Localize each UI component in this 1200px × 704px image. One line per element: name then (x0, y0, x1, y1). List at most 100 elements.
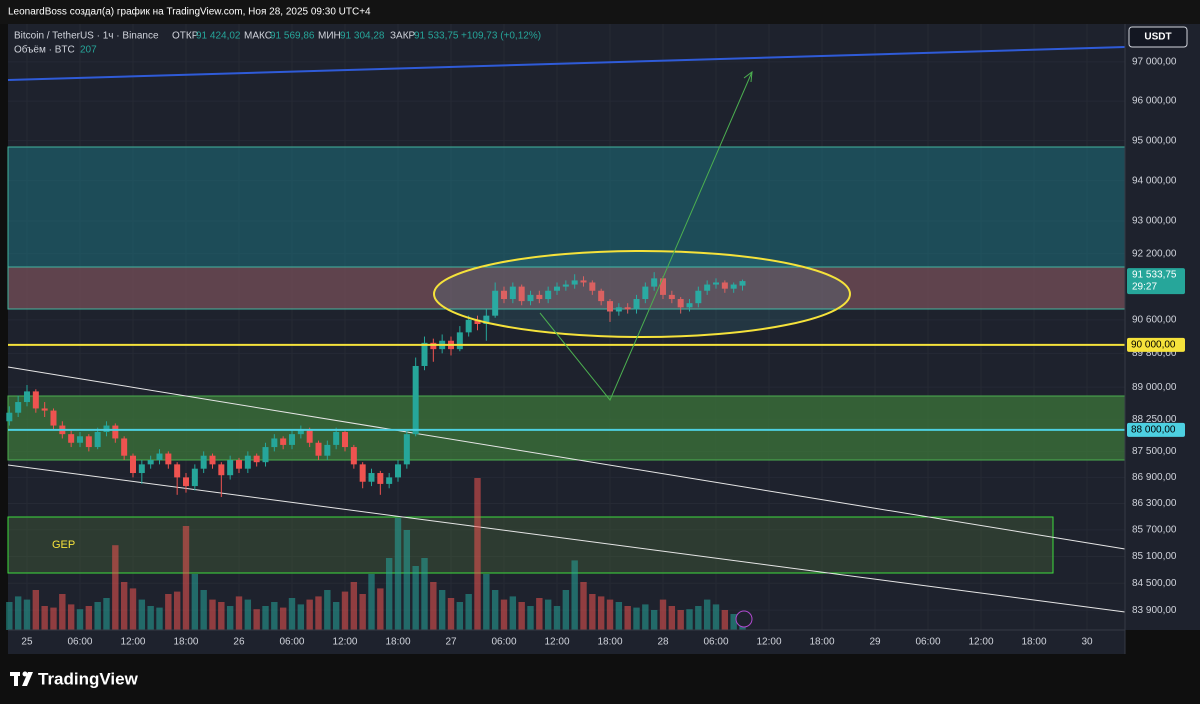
gap-label: GEP (52, 539, 75, 551)
channel-lower (7, 464, 1126, 613)
candle-body (598, 290, 605, 302)
change: +109,73 (+0,12%) (461, 31, 541, 42)
candle-body (288, 434, 295, 445)
candle-body (704, 284, 711, 291)
candle-body (209, 455, 216, 465)
x-tick-label: 18:00 (173, 637, 198, 648)
volume-bar (209, 599, 216, 630)
supply-zone (7, 146, 1126, 268)
x-tick-label: 12:00 (756, 637, 781, 648)
y-tick-label: 92 200,00 (1132, 248, 1177, 259)
volume-bar (120, 582, 128, 630)
arrow-head (743, 70, 753, 83)
volume-bar (165, 594, 172, 630)
volume-bar (447, 598, 455, 630)
volume-bar (491, 590, 499, 630)
price-badge-label: 88 000,00 (1131, 424, 1176, 435)
price-badge-label: 90 000,00 (1131, 340, 1176, 351)
volume-bar (580, 582, 587, 630)
y-tick-label: 85 700,00 (1132, 525, 1177, 536)
volume-bar (527, 606, 534, 630)
currency-badge[interactable] (1128, 26, 1188, 48)
candle-body (244, 455, 251, 469)
candle-body (651, 278, 658, 287)
x-tick-label: 18:00 (1021, 637, 1046, 648)
candle-body (359, 464, 366, 482)
y-tick-label: 84 500,00 (1132, 578, 1177, 589)
candle-body (218, 464, 225, 476)
candle-body (633, 299, 640, 310)
volume-bar (341, 591, 349, 630)
last-price-badge (1127, 268, 1185, 295)
y-tick-label: 93 000,00 (1132, 216, 1177, 227)
candle-body (341, 431, 348, 448)
volume-bar (50, 607, 57, 630)
candle-body (668, 294, 675, 300)
price-badge (1127, 337, 1185, 352)
event-icon[interactable] (735, 610, 753, 628)
range-ellipse (433, 250, 851, 338)
x-tick-label: 12:00 (332, 637, 357, 648)
candle-body (527, 294, 534, 302)
candle-body (297, 429, 304, 435)
candle-body (395, 464, 402, 478)
candle-body (94, 431, 101, 448)
candle-body (41, 408, 48, 411)
volume-bar (182, 526, 190, 630)
candle-body (660, 278, 667, 295)
volume-bar (544, 599, 552, 630)
y-tick-label: 96 000,00 (1132, 96, 1177, 107)
volume-bar (129, 588, 137, 630)
volume-bar (438, 590, 446, 630)
candle-body (545, 290, 552, 300)
candle-body (174, 464, 181, 478)
volume-bar (624, 606, 631, 630)
x-tick-label: 12:00 (120, 637, 145, 648)
x-tick-label: 29 (869, 637, 881, 648)
candle-body (253, 455, 260, 463)
volume-bar (412, 566, 419, 630)
x-tick-label: 30 (1081, 637, 1093, 648)
candle-body (6, 412, 13, 422)
candle-body (677, 299, 684, 308)
candle-body (350, 447, 357, 465)
volume-bar (677, 610, 684, 630)
candle-body (412, 365, 419, 435)
candle-body (227, 460, 234, 476)
volume-bar (509, 596, 517, 630)
volume-bar (385, 558, 393, 630)
volume-bar (279, 607, 287, 630)
y-tick-label: 94 000,00 (1132, 175, 1177, 186)
price-badge (1127, 422, 1185, 437)
top-bar (0, 0, 1200, 24)
candle-body (156, 453, 163, 461)
volume-bar (456, 602, 464, 630)
volume-bar (103, 598, 110, 630)
volume-bar (712, 604, 720, 630)
demand-zone (7, 395, 1126, 461)
candle-body (580, 280, 587, 283)
y-tick-label: 87 500,00 (1132, 446, 1177, 457)
candle-body (686, 303, 693, 308)
candle-body (271, 438, 278, 448)
candle-body (200, 455, 207, 469)
volume-bar (94, 602, 101, 630)
volume-bar (332, 602, 340, 630)
candle-body (492, 290, 499, 316)
candle-body (403, 434, 410, 465)
resistance-zone (7, 266, 1126, 310)
plot-background (8, 24, 1125, 630)
brand-logo (10, 671, 33, 686)
x-tick-label: 06:00 (67, 637, 92, 648)
gap-zone (7, 516, 1054, 574)
volume-bar (430, 582, 437, 630)
x-tick-label: 12:00 (968, 637, 993, 648)
high-value: 91 569,86 (270, 31, 315, 42)
volume-bar (156, 607, 163, 630)
volume-bar (606, 599, 614, 630)
volume-bar (650, 610, 658, 630)
volume-label: Объём · BTC (14, 44, 75, 56)
y-tick-label: 89 800,00 (1132, 348, 1177, 359)
candle-body (536, 294, 543, 300)
